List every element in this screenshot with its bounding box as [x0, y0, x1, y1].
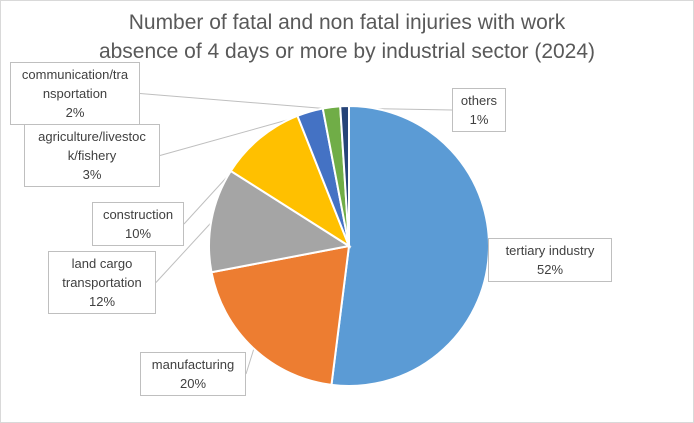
chart-title: Number of fatal and non fatal injuries w…	[0, 8, 694, 66]
pie-slice-others	[339, 104, 350, 247]
pie-slice-manufacturing	[210, 244, 351, 387]
data-label-value: 1%	[469, 112, 489, 127]
data-label-agriculture-livestock-fishery: agriculture/livestoc k/fishery 3%	[24, 124, 160, 187]
data-label-value: 20%	[179, 376, 207, 391]
data-label-communication-transportation: communication/tra nsportation 2%	[10, 62, 140, 125]
data-label-value: 2%	[65, 105, 85, 120]
data-label-value: 52%	[536, 262, 564, 277]
leader-line	[245, 346, 256, 375]
data-label-tertiary-industry: tertiary industry 52%	[488, 238, 612, 282]
data-label-name: communication/tra nsportation	[21, 67, 129, 101]
chart-title-line-2: absence of 4 days or more by industrial …	[98, 40, 596, 63]
leader-line	[155, 219, 214, 283]
data-label-value: 10%	[124, 226, 152, 241]
pie-slice-construction	[229, 114, 352, 249]
pie-slice-land-cargo-transportation	[208, 169, 352, 274]
data-label-value: 12%	[88, 294, 116, 309]
pie-slice-tertiary-industry	[330, 104, 490, 387]
data-label-name: land cargo transportation	[62, 256, 142, 290]
data-label-name: agriculture/livestoc k/fishery	[38, 129, 146, 163]
data-label-value: 3%	[82, 167, 102, 182]
data-label-construction: construction 10%	[92, 202, 184, 246]
data-label-others: others 1%	[452, 88, 506, 132]
data-label-name: manufacturing	[151, 357, 235, 372]
data-label-name: construction	[102, 207, 174, 222]
data-label-manufacturing: manufacturing 20%	[140, 352, 246, 396]
data-label-land-cargo-transportation: land cargo transportation 12%	[48, 251, 156, 314]
chart-title-line-1: Number of fatal and non fatal injuries w…	[128, 11, 566, 34]
data-label-name: tertiary industry	[505, 243, 595, 258]
data-label-name: others	[460, 93, 498, 108]
pie-slices	[208, 104, 490, 387]
leader-line	[139, 93, 332, 110]
